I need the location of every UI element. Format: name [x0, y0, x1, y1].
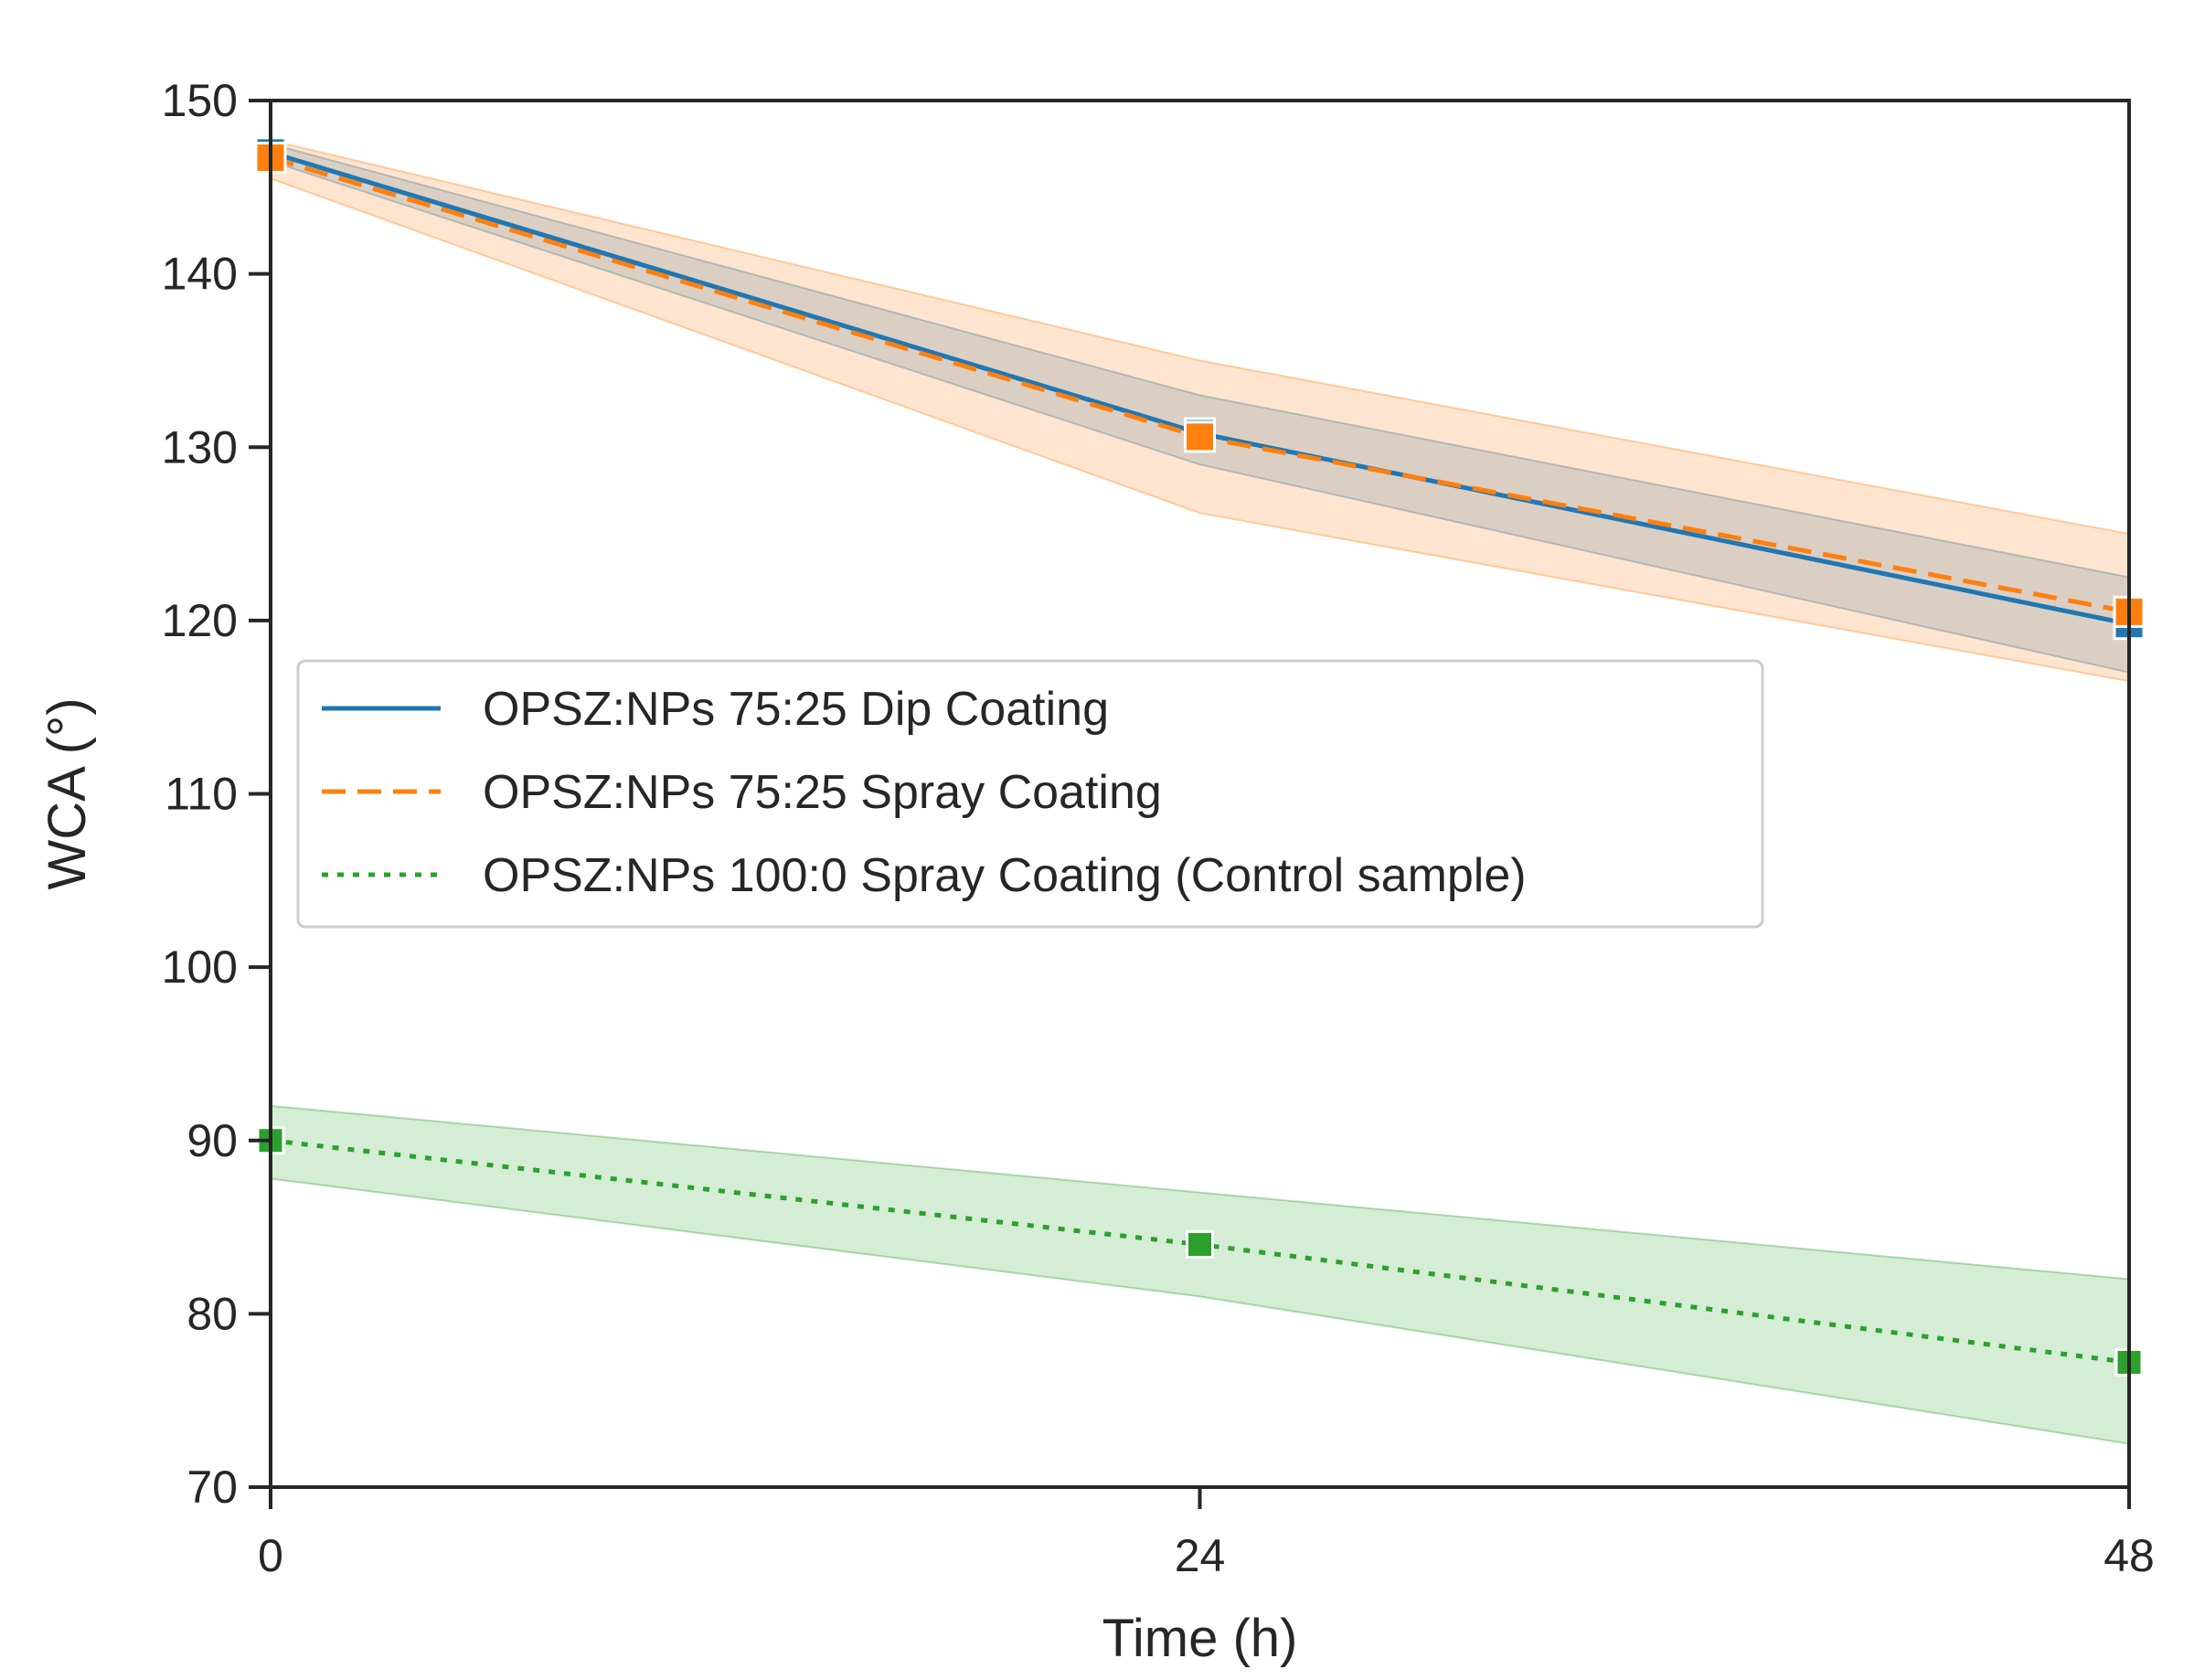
legend-label-1: OPSZ:NPs 75:25 Dip Coating: [483, 683, 1109, 736]
legend-box: [296, 659, 1764, 929]
axes: 70 80 90 100 110 120 130 140 150 0 24 48 Time (h) WCA…: [37, 75, 2155, 1668]
x-tick-label: 48: [2103, 1530, 2155, 1581]
error-band-series-2: [270, 139, 2130, 683]
y-tick-label: 80: [186, 1288, 238, 1339]
y-tick-label: 70: [186, 1462, 238, 1513]
y-tick-label: 90: [186, 1115, 238, 1166]
legend: OPSZ:NPs 75:25 Dip Coating OPSZ:NPs 75:25…: [296, 659, 1764, 929]
y-tick-label: 140: [162, 249, 238, 300]
y-tick-label: 150: [162, 75, 238, 126]
y-tick-label: 100: [162, 941, 238, 993]
error-band-series-3: [270, 1104, 2130, 1445]
x-axis-title: Time (h): [1102, 1609, 1298, 1668]
legend-label-2: OPSZ:NPs 75:25 Spray Coating: [483, 766, 1162, 819]
data-point: [1186, 1230, 1214, 1260]
y-tick-label: 110: [165, 769, 238, 820]
x-tick-label: 0: [258, 1530, 283, 1581]
y-tick-label: 130: [162, 421, 238, 473]
y-tick-label: 120: [162, 595, 238, 646]
y-axis-title: WCA (°): [37, 697, 97, 889]
x-tick-label: 24: [1175, 1530, 1226, 1581]
legend-label-3: OPSZ:NPs 100:0 Spray Coating (Control sa…: [483, 849, 1527, 902]
data-point: [1184, 420, 1216, 453]
